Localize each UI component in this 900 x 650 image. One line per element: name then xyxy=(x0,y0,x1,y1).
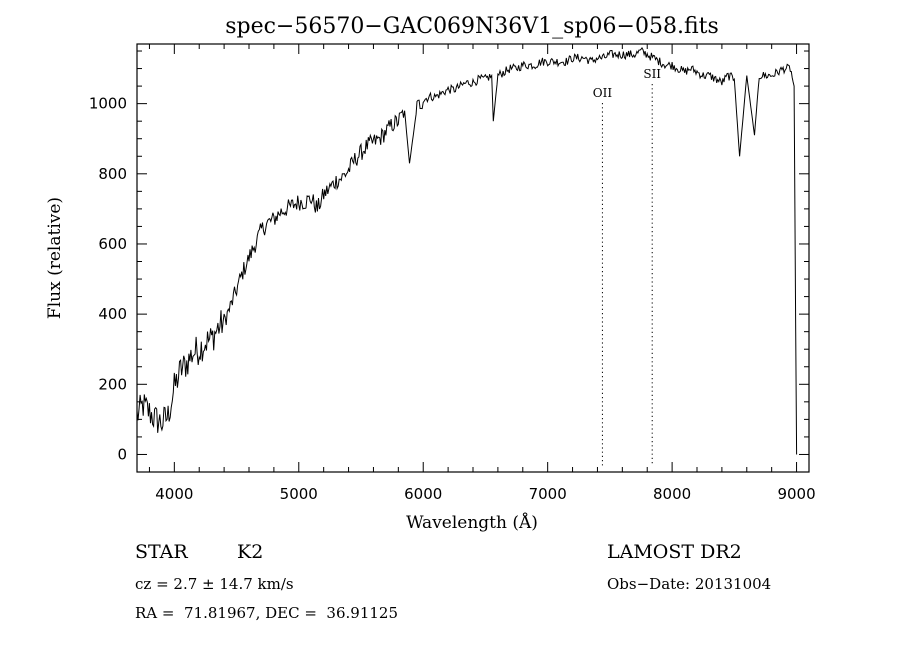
x-tick-labels: 4000 5000 6000 7000 8000 9000 xyxy=(155,485,815,503)
x-tick-label: 7000 xyxy=(529,485,567,503)
y-tick-label: 800 xyxy=(98,165,127,183)
redshift-label: cz = 2.7 ± 14.7 km/s xyxy=(135,575,294,593)
axis-ticks xyxy=(137,44,809,472)
y-tick-label: 200 xyxy=(98,375,127,393)
x-tick-label: 4000 xyxy=(155,485,193,503)
y-axis-label: Flux (relative) xyxy=(45,197,65,319)
annotation-label: SII xyxy=(643,67,661,81)
x-tick-label: 8000 xyxy=(653,485,691,503)
object-class: STAR xyxy=(135,541,188,563)
x-tick-label: 9000 xyxy=(777,485,815,503)
coordinates-label: RA = 71.81967, DEC = 36.91125 xyxy=(135,604,399,622)
y-tick-label: 0 xyxy=(117,445,127,463)
object-subclass: K2 xyxy=(237,541,264,563)
y-tick-label: 400 xyxy=(98,305,127,323)
line-annotations: OII SII xyxy=(593,67,661,466)
y-tick-labels: 0 200 400 600 800 1000 xyxy=(89,95,127,464)
y-tick-label: 1000 xyxy=(89,95,127,113)
x-tick-label: 5000 xyxy=(280,485,318,503)
x-tick-label: 6000 xyxy=(404,485,442,503)
y-tick-label: 600 xyxy=(98,235,127,253)
survey-label: LAMOST DR2 xyxy=(607,541,742,563)
obs-date-label: Obs−Date: 20131004 xyxy=(607,575,772,593)
plot-frame xyxy=(136,43,810,473)
spectrum-line xyxy=(136,46,798,455)
annotation-label: OII xyxy=(593,86,613,100)
chart-title: spec−56570−GAC069N36V1_sp06−058.fits xyxy=(225,14,719,39)
x-axis-label: Wavelength (Å) xyxy=(406,512,538,533)
